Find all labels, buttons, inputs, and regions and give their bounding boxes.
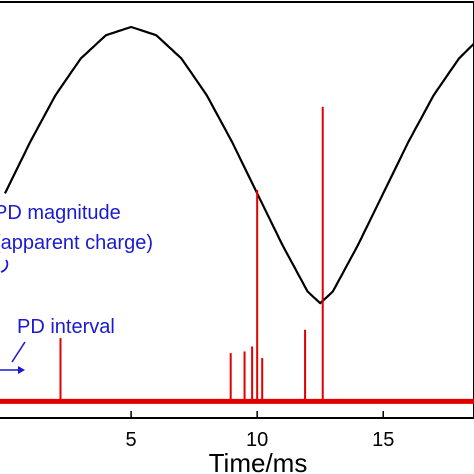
x-axis-title: Time/ms [209,448,308,474]
annotation-layer: PD magnitude (apparent charge) PD interv… [0,202,153,374]
x-tick-label: 5 [126,429,137,451]
x-tick-label: 15 [372,429,394,451]
pd-magnitude-label: PD magnitude [0,202,121,224]
pd-interval-arrowhead-icon [18,366,25,374]
voltage-waveform-line [4,25,474,305]
plot-area-border [0,1,474,419]
x-axis-ticks: 5 10 15 [126,411,394,451]
plot-frame [0,1,474,419]
pd-interval-leader-line [11,341,26,363]
pd-interval-label: PD interval [17,316,115,338]
apparent-charge-label: (apparent charge) [0,232,153,254]
series-layer [0,25,474,404]
x-tick-label: 10 [246,429,268,451]
pd-magnitude-pointer-icon [0,259,9,273]
